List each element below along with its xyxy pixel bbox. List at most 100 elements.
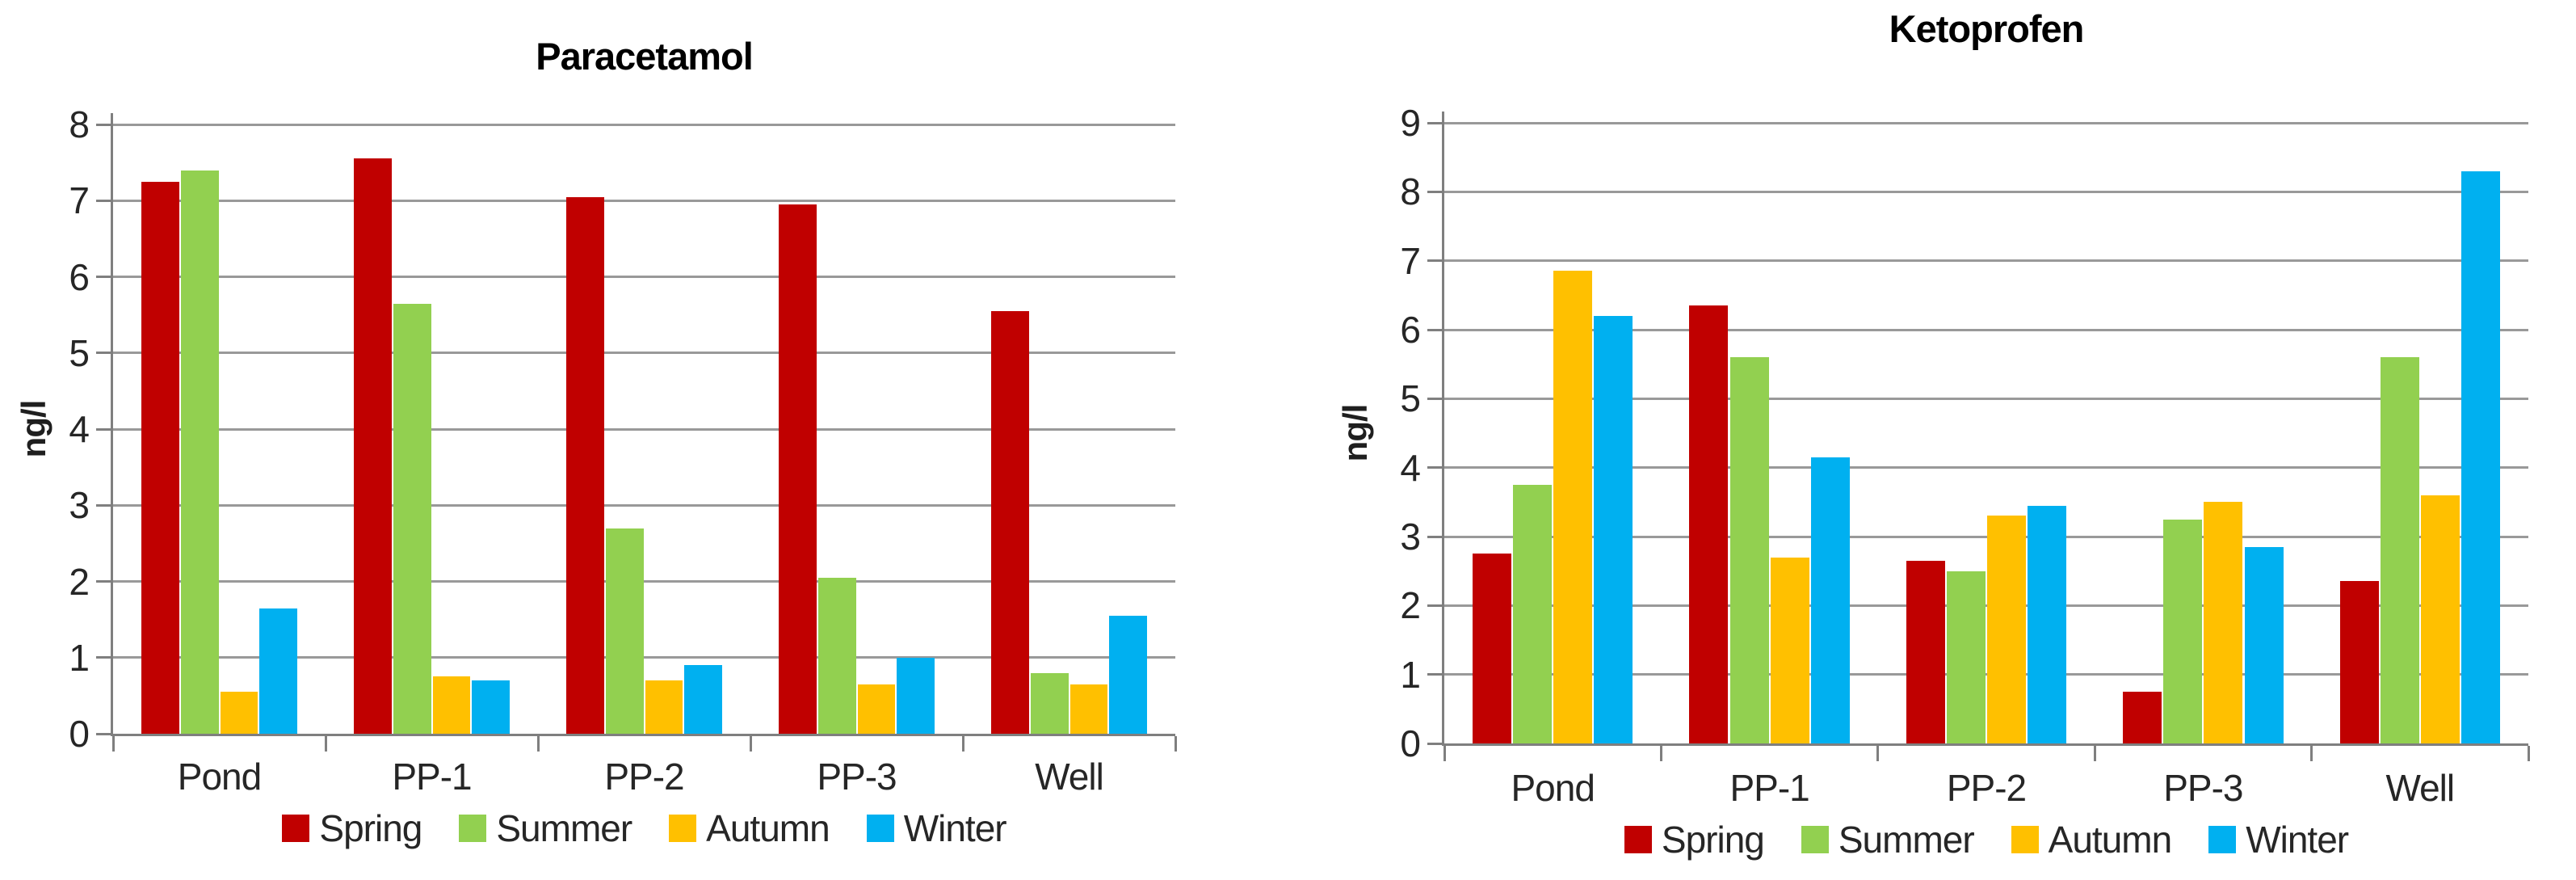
- bar-summer-pp-2: [605, 528, 644, 734]
- bar-summer-well: [1030, 672, 1069, 734]
- y-tick-label: 4: [1400, 446, 1421, 489]
- bar-winter-pp-2: [684, 665, 722, 734]
- y-axis-tick: [96, 276, 111, 278]
- gridline: [113, 352, 1175, 355]
- y-tick-label: 7: [1400, 239, 1421, 282]
- bar-autumn-well: [1069, 684, 1108, 734]
- bar-spring-pp-2: [566, 196, 604, 734]
- x-axis-line: [1442, 743, 2528, 746]
- x-axis-tick: [111, 736, 115, 752]
- bar-spring-pp-3: [2123, 692, 2162, 743]
- x-axis-tick: [536, 736, 540, 752]
- gridline: [1444, 328, 2528, 331]
- y-tick-label: 0: [69, 713, 90, 755]
- y-tick-label: 6: [69, 255, 90, 298]
- legend-label: Winter: [2246, 819, 2349, 861]
- bar-spring-well: [991, 310, 1029, 734]
- bar-winter-pp-1: [1810, 457, 1850, 743]
- x-category-label: Well: [2385, 767, 2455, 809]
- y-axis-tick: [96, 656, 111, 659]
- x-category-label: PP-1: [1729, 767, 1809, 809]
- chart-title-ketoprofen: Ketoprofen: [1889, 7, 2085, 50]
- legend-swatch-winter: [2208, 826, 2237, 853]
- bar-autumn-pp-2: [1987, 516, 2027, 743]
- gridline: [113, 427, 1175, 431]
- bar-summer-pp-2: [1946, 571, 1986, 743]
- gridline: [113, 123, 1175, 126]
- legend-swatch-autumn: [669, 815, 697, 842]
- legend-swatch-spring: [1624, 826, 1652, 853]
- gridline: [113, 656, 1175, 659]
- bar-summer-pp-3: [2163, 519, 2203, 743]
- bar-spring-pp-1: [354, 158, 392, 734]
- y-axis-tick: [96, 580, 111, 583]
- bar-winter-pp-2: [2028, 505, 2067, 743]
- legend-item-winter: Winter: [2208, 819, 2349, 861]
- x-category-label: PP-2: [604, 756, 684, 798]
- legend-swatch-summer: [1801, 826, 1829, 853]
- y-axis-tick: [96, 199, 111, 202]
- y-tick-label: 3: [1400, 516, 1421, 558]
- x-category-label: PP-3: [817, 756, 897, 798]
- legend-paracetamol: Spring Summer Autumn Winter: [113, 808, 1175, 848]
- x-category-label: PP-1: [392, 756, 472, 798]
- y-tick-label: 0: [1400, 722, 1421, 764]
- y-axis-tick: [96, 123, 111, 126]
- legend-swatch-summer: [459, 815, 487, 842]
- x-category-label: Pond: [177, 756, 262, 798]
- bar-autumn-pp-1: [1770, 557, 1809, 743]
- bar-winter-pp-3: [2244, 546, 2284, 743]
- y-tick-label: 4: [69, 408, 90, 450]
- x-axis-tick: [1174, 736, 1177, 752]
- legend-item-summer: Summer: [459, 808, 632, 848]
- bar-autumn-pp-3: [2204, 502, 2243, 743]
- bar-autumn-pp-2: [645, 680, 683, 734]
- y-axis-line: [1442, 112, 1444, 746]
- y-tick-label: 6: [1400, 309, 1421, 351]
- gridline: [113, 276, 1175, 278]
- legend-label: Summer: [496, 807, 632, 849]
- bar-spring-pp-1: [1689, 305, 1729, 743]
- y-tick-label: 2: [1400, 584, 1421, 627]
- bar-autumn-well: [2420, 495, 2460, 743]
- gridline: [1444, 535, 2528, 538]
- y-axis-tick: [96, 732, 111, 735]
- gridline: [1444, 397, 2528, 400]
- x-axis-tick: [1443, 746, 1446, 761]
- bar-spring-pond: [141, 181, 179, 734]
- bar-spring-pp-2: [1906, 560, 1945, 743]
- bar-summer-pp-3: [817, 577, 856, 734]
- bar-winter-pp-1: [472, 680, 510, 734]
- bar-spring-pp-3: [779, 204, 817, 734]
- legend-label: Spring: [1661, 819, 1765, 861]
- bar-autumn-pond: [220, 692, 258, 734]
- y-axis-tick: [96, 427, 111, 431]
- chart-title-paracetamol: Paracetamol: [536, 35, 754, 78]
- legend-item-autumn: Autumn: [2011, 819, 2172, 860]
- gridline: [113, 503, 1175, 507]
- x-axis-tick: [1659, 746, 1662, 761]
- y-tick-label: 5: [1400, 377, 1421, 420]
- y-tick-label: 5: [69, 331, 90, 374]
- y-axis-tick: [1427, 535, 1442, 538]
- legend-item-summer: Summer: [1801, 819, 1975, 861]
- y-axis-line: [111, 113, 113, 736]
- y-axis-tick: [1427, 121, 1442, 124]
- bar-summer-pond: [180, 170, 219, 734]
- legend-label: Summer: [1838, 819, 1975, 861]
- legend-label: Spring: [319, 807, 422, 849]
- y-tick-label: 3: [69, 484, 90, 527]
- plot-area-paracetamol: [96, 113, 1177, 752]
- y-axis-tick: [96, 352, 111, 355]
- bar-summer-pond: [1513, 485, 1553, 743]
- gridline: [1444, 604, 2528, 607]
- x-axis-tick: [1876, 746, 1880, 761]
- y-axis-tick: [1427, 328, 1442, 331]
- legend-item-winter: Winter: [866, 807, 1007, 849]
- gridline: [113, 580, 1175, 583]
- legend-label: Winter: [903, 807, 1007, 849]
- bar-autumn-pp-1: [432, 676, 471, 734]
- x-axis-tick: [324, 736, 327, 752]
- y-tick-label: 9: [1400, 102, 1421, 144]
